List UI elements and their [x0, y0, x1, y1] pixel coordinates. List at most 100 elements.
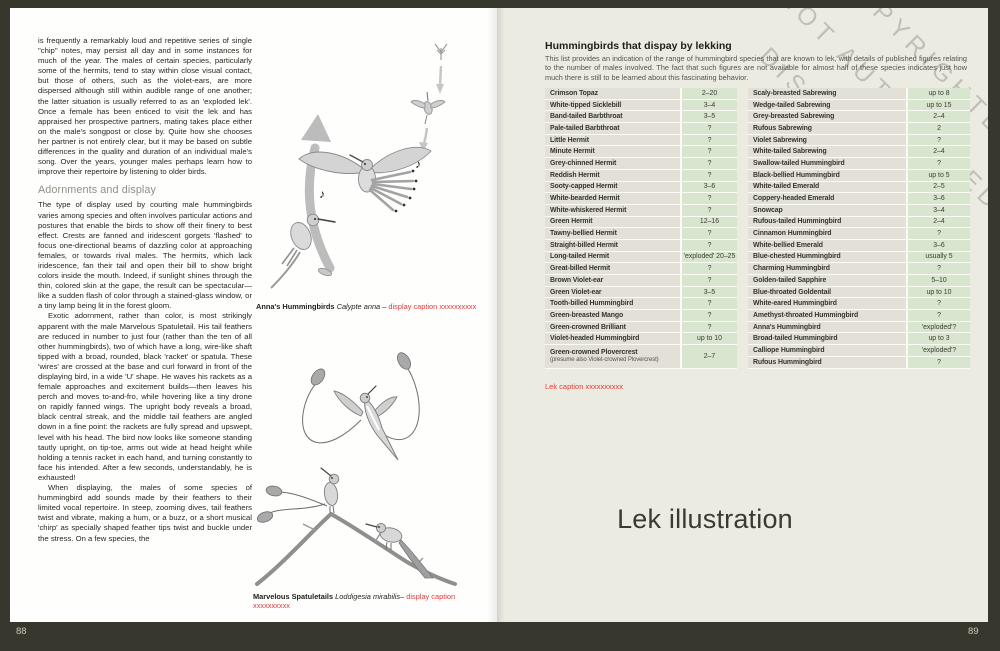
- males-count-cell: up to 15: [908, 99, 970, 111]
- plant-sprig-icon: [434, 43, 448, 60]
- males-count-cell: ?: [682, 123, 737, 134]
- males-count-cell: ?: [908, 356, 970, 368]
- males-count-cell: up to 10: [908, 286, 970, 298]
- males-count-cell: ?: [682, 321, 737, 333]
- species-name-cell: White-tailed Emerald: [748, 181, 906, 193]
- males-count-cell: ?: [682, 310, 737, 321]
- males-count-cell: 2–7: [682, 345, 737, 368]
- species-name-cell: Crimson Topaz: [545, 88, 680, 99]
- species-name-cell: Violet-headed Hummingbird: [545, 333, 680, 345]
- table-row: White-tipped Sicklebill 3–4: [545, 99, 737, 111]
- males-count-cell: 3–6: [908, 193, 970, 204]
- species-name-cell: Wedge-tailed Sabrewing: [748, 99, 906, 111]
- species-name-cell: Swallow-tailed Hummingbird: [748, 158, 906, 169]
- section-heading: Adornments and display: [38, 184, 157, 197]
- species-name-cell: Reddish Hermit: [545, 169, 680, 181]
- table-row: Tooth-billed Hummingbird ?: [545, 298, 737, 310]
- table-row: Snowcap 3–4: [748, 204, 970, 216]
- males-count-cell: ?: [682, 239, 737, 251]
- left-page: is frequently a remarkably loud and repe…: [10, 8, 497, 622]
- table-row: Brown Violet-ear ?: [545, 275, 737, 286]
- lekking-species-table: Crimson Topaz 2–20 White-tipped Sicklebi…: [545, 88, 970, 369]
- species-name-cell: Snowcap: [748, 204, 906, 216]
- males-count-cell: ?: [908, 310, 970, 321]
- males-count-cell: up to 8: [908, 88, 970, 99]
- species-name-cell: Grey-breasted Sabrewing: [748, 111, 906, 123]
- males-count-cell: 'exploded'?: [908, 321, 970, 333]
- table-heading: Hummingbirds that dispay by lekking: [545, 40, 732, 52]
- table-row: Charming Hummingbird ?: [748, 263, 970, 274]
- descent-arrow-icon: [436, 65, 444, 94]
- species-name-cell: Coppery-headed Emerald: [748, 193, 906, 204]
- table-row: Green Hermit 12–16: [545, 216, 737, 228]
- table-row: Rufous-tailed Hummingbird 2–4: [748, 216, 970, 228]
- table-row: Green-crowned Plovercrest (presume also …: [545, 345, 737, 368]
- paragraph-lek-continuation: is frequently a remarkably loud and repe…: [38, 36, 252, 177]
- males-count-cell: 3–5: [682, 111, 737, 123]
- species-name-cell: White-eared Hummingbird: [748, 298, 906, 310]
- males-count-cell: ?: [682, 158, 737, 169]
- species-name-cell: Amethyst-throated Hummingbird: [748, 310, 906, 321]
- music-note-icon: ♪: [319, 187, 325, 201]
- table-row: White-tailed Emerald 2–5: [748, 181, 970, 193]
- males-count-cell: 3–5: [682, 286, 737, 298]
- species-name-cell: Black-bellied Hummingbird: [748, 169, 906, 181]
- table-row: Great-billed Hermit ?: [545, 263, 737, 274]
- males-count-cell: ?: [682, 134, 737, 146]
- table-row: Grey-breasted Sabrewing 2–4: [748, 111, 970, 123]
- table-row: White-whiskered Hermit ?: [545, 204, 737, 216]
- table-row: Blue-throated Goldentail up to 10: [748, 286, 970, 298]
- species-name-cell: Green-breasted Mango: [545, 310, 680, 321]
- caption-placeholder: display caption xxxxxxxxxx: [253, 592, 456, 610]
- right-page: COPYRIGHTED NOT AUTHORIZED DISTRIBUTION …: [497, 8, 988, 622]
- caption-latin: Calypte anna: [336, 302, 381, 311]
- males-count-cell: ?: [682, 169, 737, 181]
- males-count-cell: 3–4: [682, 99, 737, 111]
- males-count-cell: 3–6: [682, 181, 737, 193]
- perched-spatuletail-pair-icon: [255, 467, 457, 586]
- males-count-cell: 2: [908, 123, 970, 134]
- table-row: White-bellied Emerald 3–6: [748, 239, 970, 251]
- annas-hummingbird-display-illustration: ♪ ♪: [270, 43, 448, 289]
- table-row: Scaly-breasted Sabrewing up to 8: [748, 88, 970, 99]
- species-name-cell: Green Violet-ear: [545, 286, 680, 298]
- males-count-cell: ?: [682, 193, 737, 204]
- males-count-cell: ?: [682, 228, 737, 239]
- table-intro: This list provides an indication of the …: [545, 54, 967, 82]
- perched-hummingbird-icon: [270, 213, 336, 289]
- males-count-cell: 2–4: [908, 111, 970, 123]
- species-name-cell: Band-tailed Barbthroat: [545, 111, 680, 123]
- males-count-cell: ?: [908, 158, 970, 169]
- table-row: Band-tailed Barbthroat 3–5: [545, 111, 737, 123]
- males-count-cell: ?: [682, 146, 737, 158]
- table-row: Grey-chinned Hermit ?: [545, 158, 737, 169]
- species-name-cell: Scaly-breasted Sabrewing: [748, 88, 906, 99]
- displaying-hummingbird-icon: [298, 147, 432, 213]
- species-name-cell: Sooty-capped Hermit: [545, 181, 680, 193]
- males-count-cell: 2–4: [908, 216, 970, 228]
- caption-species: Anna's Hummingbirds: [256, 302, 335, 311]
- page-number-right: 89: [968, 626, 979, 637]
- species-name-cell: Green-crowned Plovercrest (presume also …: [545, 345, 680, 368]
- species-name-cell: Straight-billed Hermit: [545, 239, 680, 251]
- males-count-cell: up to 3: [908, 333, 970, 345]
- males-count-cell: usually 5: [908, 251, 970, 263]
- species-name-cell: Green Hermit: [545, 216, 680, 228]
- species-name-cell: Grey-chinned Hermit: [545, 158, 680, 169]
- small-bird-icon: [410, 91, 446, 125]
- table-row: Cinnamon Hummingbird ?: [748, 228, 970, 239]
- approach-arrow-icon: [419, 127, 429, 152]
- table-row: Rufous Sabrewing 2: [748, 123, 970, 134]
- table-row: Straight-billed Hermit ?: [545, 239, 737, 251]
- table-column-right: Scaly-breasted Sabrewing up to 8 Wedge-t…: [748, 88, 970, 369]
- males-count-cell: up to 10: [682, 333, 737, 345]
- species-name-cell: Calliope Hummingbird: [748, 345, 906, 356]
- species-name-cell: Pale-tailed Barbthroat: [545, 123, 680, 134]
- species-name-cell: Blue-chested Hummingbird: [748, 251, 906, 263]
- table-row: Pale-tailed Barbthroat ?: [545, 123, 737, 134]
- table-row: Little Hermit ?: [545, 134, 737, 146]
- table-row: Violet Sabrewing ?: [748, 134, 970, 146]
- table-row: Minute Hermit ?: [545, 146, 737, 158]
- males-count-cell: ?: [682, 275, 737, 286]
- species-name-cell: White-tailed Sabrewing: [748, 146, 906, 158]
